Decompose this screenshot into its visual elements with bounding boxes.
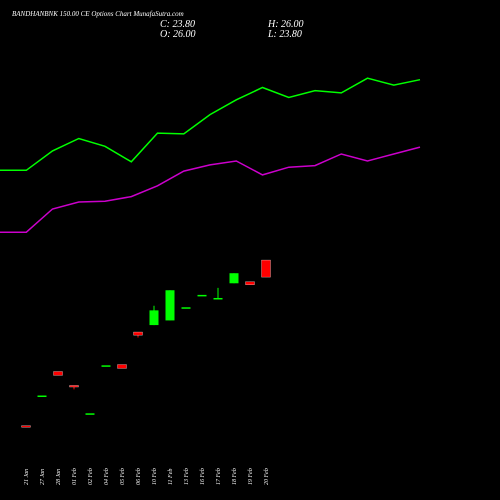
candle-body [245,281,255,285]
candle-body [53,371,63,376]
x-tick-label: 18 Feb [232,468,238,485]
x-tick-label: 21 Jan [24,469,30,485]
x-tick-label: 16 Feb [200,468,206,485]
x-tick-label: 04 Feb [103,468,110,485]
chart-title: BANDHANBNK 150.00 CE Options Chart Munaf… [12,10,184,18]
x-tick-label: 27 Jan [40,469,46,485]
x-tick-label: 19 Feb [248,468,254,485]
candle-body [213,297,223,300]
x-tick-label: 10 Feb [152,468,158,485]
candle-body [229,273,239,284]
low-label: L: 23.80 [267,29,302,40]
candle-body [181,307,191,309]
candle-body [37,395,47,398]
high-label: H: 26.00 [267,19,304,30]
x-tick-label: 13 Feb [184,468,190,485]
candle-body [21,425,31,428]
indicator-line [0,146,421,233]
x-tick-label: 28 Jan [56,469,62,485]
candle-body [149,310,159,326]
x-tick-label: 02 Feb [88,468,94,485]
x-tick-label: 01 Feb [72,468,78,485]
candle-body [85,413,95,415]
candle-body [261,259,271,278]
x-tick-label: 11 Feb [168,469,174,485]
candle-body [197,294,207,297]
candle-body [133,331,143,336]
x-tick-label: 20 Feb [264,468,270,485]
x-tick-label: 06 Feb [136,468,142,485]
candle-body [165,290,175,321]
x-tick-label: 17 Feb [216,468,222,485]
indicator-line [0,77,421,172]
open-label: O: 26.00 [160,29,196,40]
candle-body [101,365,111,367]
close-label: C: 23.80 [160,19,195,30]
candle-body [117,364,127,369]
x-tick-label: 05 Feb [120,468,126,485]
candle-body [69,385,79,388]
